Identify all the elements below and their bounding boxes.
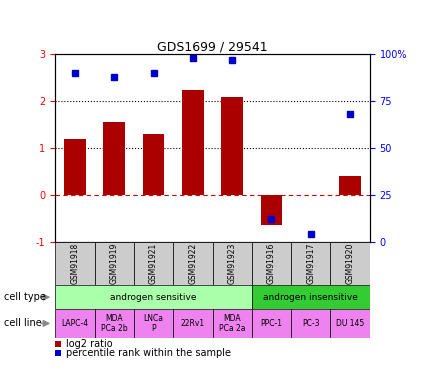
Text: percentile rank within the sample: percentile rank within the sample — [65, 348, 230, 358]
Text: androgen insensitive: androgen insensitive — [264, 292, 358, 302]
Bar — [134, 242, 173, 285]
Text: MDA
PCa 2b: MDA PCa 2b — [101, 314, 128, 333]
Bar — [252, 285, 370, 309]
Text: PPC-1: PPC-1 — [261, 319, 283, 328]
Bar — [103, 122, 125, 195]
Bar — [261, 195, 282, 225]
Bar — [173, 309, 212, 338]
Bar — [134, 309, 173, 338]
Bar — [94, 309, 134, 338]
Text: cell type: cell type — [4, 292, 46, 302]
Title: GDS1699 / 29541: GDS1699 / 29541 — [157, 40, 268, 53]
Bar — [143, 134, 164, 195]
Bar — [331, 309, 370, 338]
Text: 22Rv1: 22Rv1 — [181, 319, 205, 328]
Bar — [212, 309, 252, 338]
Text: LAPC-4: LAPC-4 — [61, 319, 88, 328]
Text: log2 ratio: log2 ratio — [65, 339, 112, 349]
Text: GSM91917: GSM91917 — [306, 243, 315, 284]
Bar — [173, 242, 212, 285]
Bar — [55, 309, 94, 338]
Text: GSM91922: GSM91922 — [188, 243, 197, 284]
Bar — [339, 176, 361, 195]
Text: GSM91916: GSM91916 — [267, 243, 276, 284]
Bar — [252, 242, 291, 285]
Text: DU 145: DU 145 — [336, 319, 364, 328]
Bar — [331, 242, 370, 285]
Text: MDA
PCa 2a: MDA PCa 2a — [219, 314, 245, 333]
Bar — [252, 309, 291, 338]
Text: androgen sensitive: androgen sensitive — [110, 292, 197, 302]
Text: GSM91923: GSM91923 — [228, 243, 237, 284]
Text: GSM91920: GSM91920 — [346, 243, 354, 284]
Bar — [94, 242, 134, 285]
Bar — [221, 97, 243, 195]
Bar — [64, 139, 86, 195]
Bar — [212, 242, 252, 285]
Text: GSM91921: GSM91921 — [149, 243, 158, 284]
Bar — [182, 90, 204, 195]
Bar — [55, 242, 94, 285]
Text: LNCa
P: LNCa P — [144, 314, 164, 333]
Text: GSM91918: GSM91918 — [71, 243, 79, 284]
Text: PC-3: PC-3 — [302, 319, 320, 328]
Text: GSM91919: GSM91919 — [110, 243, 119, 284]
Text: cell line: cell line — [4, 318, 42, 328]
Bar — [291, 309, 331, 338]
Bar — [291, 242, 331, 285]
Bar — [55, 285, 252, 309]
